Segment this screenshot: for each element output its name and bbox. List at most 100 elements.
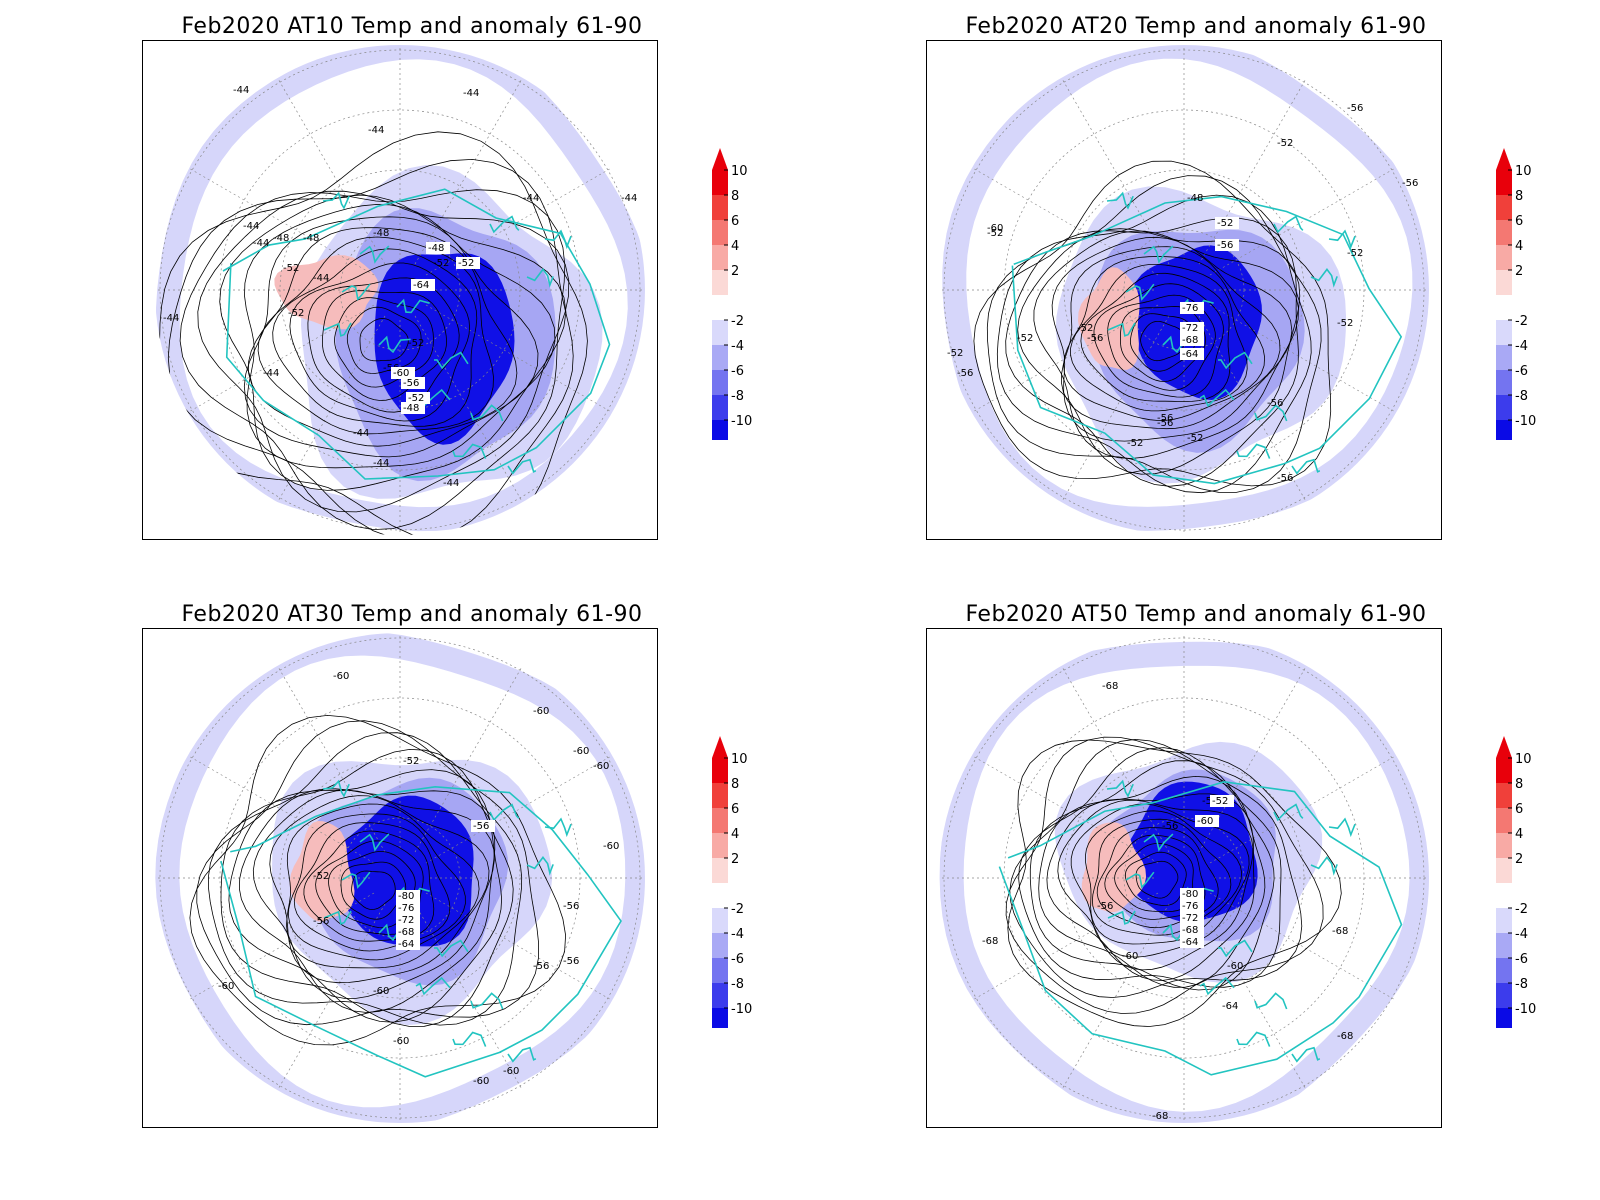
coastlines (222, 188, 611, 480)
colorbar-label: 4 (1515, 239, 1523, 254)
contour-box-text: -80 (398, 891, 414, 902)
meridian-line (1209, 167, 1397, 276)
colorbar-swatch (1496, 295, 1512, 320)
coastline-path (1107, 910, 1136, 925)
meridian-line (414, 77, 523, 265)
contour-label: -56 (1267, 398, 1283, 409)
colorbar-swatch (1496, 170, 1512, 195)
contour-label: -56 (1087, 333, 1103, 344)
coastline-path (222, 188, 611, 480)
colorbar-label: -8 (1515, 389, 1528, 404)
contour-box-text: -56 (473, 821, 489, 832)
label-bg (396, 914, 420, 926)
contour-line (197, 190, 570, 513)
coastline-path (544, 817, 572, 838)
colorbar-swatch (712, 220, 728, 245)
meridian-line (425, 892, 613, 1001)
label-bg (1180, 924, 1204, 936)
contour-box-label: -76 (1180, 302, 1204, 314)
meridian-line (1061, 665, 1170, 853)
contour-line (1007, 739, 1342, 1027)
contour-label: -60 (393, 1036, 409, 1047)
colorbar-label: 2 (731, 852, 739, 867)
meridian-line (1061, 315, 1170, 503)
panel-at20: Feb2020 AT20 Temp and anomaly 61-90 -56 -… (926, 0, 1600, 580)
contour-label: -52 (403, 756, 419, 767)
colorbar-label: -10 (731, 414, 752, 429)
contour-box-label: -52 (1210, 795, 1234, 807)
label-bg (401, 377, 425, 389)
coastline-path (1236, 1031, 1271, 1047)
colorbar-label: 2 (731, 264, 739, 279)
map-content (155, 45, 645, 535)
colorbar-swatch (712, 933, 728, 958)
coastline-path (1011, 195, 1403, 485)
panel-title: Feb2020 AT50 Temp and anomaly 61-90 (965, 602, 1427, 627)
colorbar-swatch (1496, 195, 1512, 220)
contour-box-text: -64 (398, 939, 414, 950)
coastline-path (1125, 283, 1155, 301)
contour-box-label: -76 (1180, 900, 1204, 912)
coastlines (1011, 191, 1403, 485)
meridian-line (187, 892, 375, 1001)
label-bg (396, 890, 420, 902)
label-bg (391, 367, 415, 379)
colorbar-top-arrow (1496, 148, 1512, 170)
label-bg (426, 242, 450, 254)
label-bg (396, 938, 420, 950)
label-bg (411, 279, 435, 291)
coastline-path (507, 1046, 537, 1063)
anomaly-positive (1081, 822, 1147, 913)
label-bg (1180, 888, 1204, 900)
label-bg (1180, 334, 1204, 346)
colorbar-label: 10 (731, 164, 748, 179)
coastline-path (1236, 443, 1271, 459)
coastline-path (341, 283, 371, 301)
label-bg (1180, 912, 1204, 924)
contour-label: -60 (333, 671, 349, 682)
contour-box-label: -56 (471, 820, 495, 832)
contour-box-text: -76 (1182, 901, 1198, 912)
colorbar-swatch (712, 420, 728, 440)
contour-label: -60 (218, 981, 234, 992)
contour-label: -56 (313, 916, 329, 927)
contour-label: -52 (313, 871, 329, 882)
contour-label: -44 (373, 458, 389, 469)
contour-box-text: -64 (1182, 937, 1198, 948)
meridian-line (1198, 315, 1307, 503)
contour-label: -68 (1152, 1111, 1168, 1122)
contour-label: -52 (408, 338, 424, 349)
contour-line (1051, 236, 1293, 442)
colorbar: 10 8 6 4 2 -2 -4 -6 -8 -10 (712, 148, 752, 440)
meridian-line (187, 755, 375, 864)
label-bg (406, 392, 430, 404)
colorbar-swatch (1496, 270, 1512, 295)
coastline-path (220, 786, 622, 1078)
contour-box-label: -64 (396, 938, 420, 950)
coastline-path (998, 781, 1403, 1076)
coastline-path (323, 910, 352, 925)
coastline-path (1217, 939, 1253, 958)
contour-line (289, 262, 471, 422)
meridian-line (971, 755, 1159, 864)
contour-label: -48 (273, 233, 289, 244)
coastlines (220, 779, 622, 1078)
colorbar-label: -8 (731, 977, 744, 992)
contour-box-label: -72 (396, 914, 420, 926)
contour-box-label: -72 (1180, 322, 1204, 334)
colorbar: 10 8 6 4 2 -2 -4 -6 -8 -10 (1496, 148, 1536, 440)
contour-label: -48 (1187, 193, 1203, 204)
map-svg: -56-56-52-52-52-52-52-52-52-56-56-56-56-… (939, 45, 1429, 535)
colorbar-label: 8 (1515, 777, 1523, 792)
polar-map: -60 -60 -60 -60 -60 -52 -52 -56 -56 -56 -56 -60 -60-… (142, 628, 658, 1128)
colorbar-label: -10 (731, 1002, 752, 1017)
label-bg (1180, 348, 1204, 360)
contour-box-text: -72 (1182, 323, 1198, 334)
colorbar-swatch (1496, 420, 1512, 440)
panel-at10: Feb2020 AT10 Temp and anomaly 61-90 -44-… (142, 0, 882, 580)
meridian-line (277, 315, 386, 503)
panel-title: Feb2020 AT20 Temp and anomaly 61-90 (965, 14, 1427, 39)
coastline-path (1143, 833, 1174, 852)
colorbar-label: 8 (731, 189, 739, 204)
contour-line (1140, 321, 1185, 362)
